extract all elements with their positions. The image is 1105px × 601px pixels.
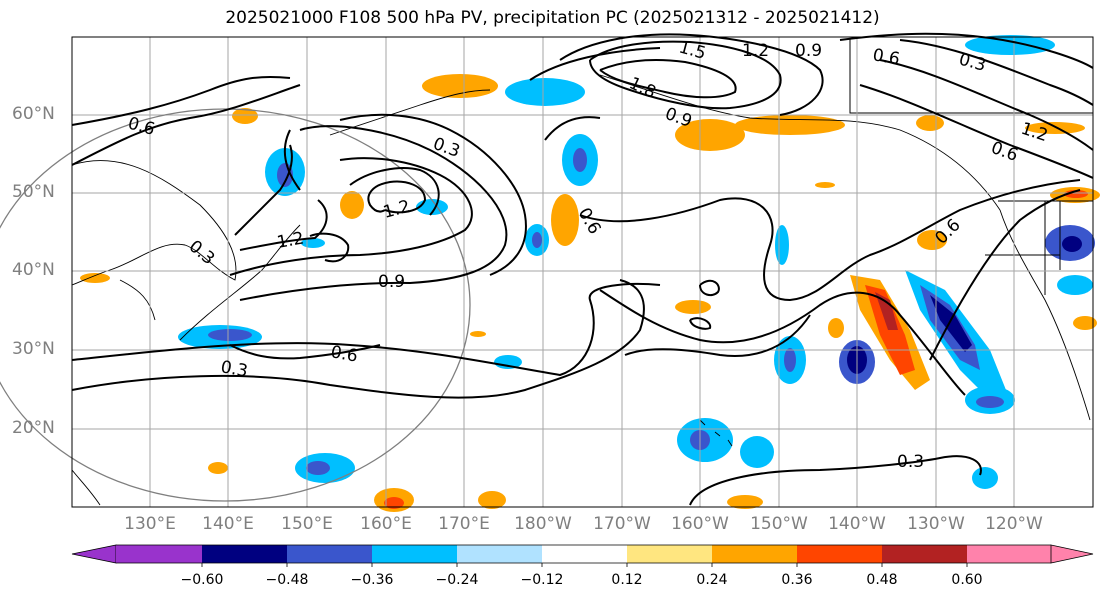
lat-label: 50°N — [12, 182, 55, 202]
map-title: 2025021000 F108 500 hPa PV, precipitatio… — [225, 8, 880, 28]
contour-label: 1.5 — [677, 38, 708, 64]
lon-label: 120°W — [985, 514, 1043, 534]
colorbar-tick-label: 0.60 — [951, 572, 983, 588]
pv-contours — [71, 32, 1094, 506]
lon-label: 160°W — [671, 514, 729, 534]
colorbar-tick-label: 0.36 — [781, 572, 813, 588]
contour-label: 0.3 — [957, 50, 988, 76]
colorbar-tick-label: −0.12 — [520, 572, 564, 588]
lon-label: 150°E — [281, 514, 333, 534]
lon-label: 180°W — [514, 514, 572, 534]
lon-label: 170°W — [593, 514, 651, 534]
colorbar-tick-label: −0.60 — [180, 572, 224, 588]
lon-label: 130°W — [907, 514, 965, 534]
lon-label: 130°E — [124, 514, 176, 534]
contour-label: 0.6 — [329, 342, 359, 366]
contour-label: 1.2 — [742, 41, 769, 61]
contour-label: 0.3 — [219, 357, 249, 381]
colorbar-tick-label: −0.36 — [350, 572, 394, 588]
colorbar — [71, 544, 1094, 567]
colorbar-tick-label: 0.48 — [866, 572, 898, 588]
map-frame — [71, 36, 1094, 508]
lat-label: 40°N — [12, 260, 55, 280]
contour-label: 1.8 — [626, 73, 659, 103]
colorbar-tick-label: −0.24 — [435, 572, 479, 588]
lat-label: 60°N — [12, 104, 55, 124]
colorbar-tick-label: 0.12 — [611, 572, 643, 588]
contour-label: 0.3 — [430, 134, 462, 162]
colorbar-tick-label: 0.24 — [696, 572, 728, 588]
lon-label: 140°E — [202, 514, 254, 534]
colorbar-tick-label: −0.48 — [265, 572, 309, 588]
lat-label: 20°N — [12, 418, 55, 438]
contour-label: 1.2 — [275, 229, 305, 253]
contour-label: 0.6 — [574, 205, 605, 238]
lon-label: 140°W — [828, 514, 886, 534]
range-circle — [0, 108, 471, 502]
gridlines — [72, 37, 1093, 507]
lat-label: 30°N — [12, 339, 55, 359]
contour-label: 0.3 — [185, 237, 219, 270]
lon-label: 170°E — [438, 514, 490, 534]
contour-label: 0.3 — [897, 452, 924, 472]
contour-label: 0.6 — [988, 138, 1020, 166]
lon-label: 150°W — [750, 514, 808, 534]
contour-label: 0.9 — [795, 41, 822, 61]
contour-label: 0.9 — [378, 272, 405, 292]
contour-label: 0.6 — [871, 45, 901, 69]
lon-label: 160°E — [360, 514, 412, 534]
